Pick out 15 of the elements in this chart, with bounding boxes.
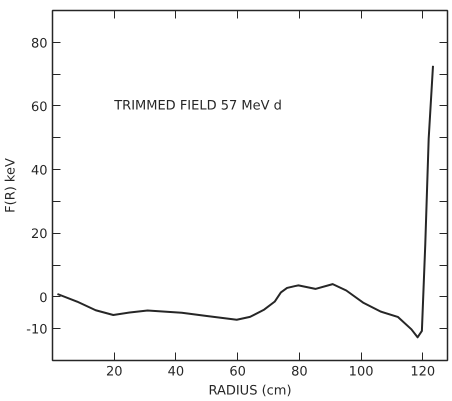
y-tick-label: 60 bbox=[30, 100, 48, 115]
x-axis-title: RADIUS (cm) bbox=[208, 384, 292, 398]
x-tick-label: 20 bbox=[106, 364, 122, 380]
y-tick-label: 40 bbox=[30, 164, 48, 179]
y-axis-title: F(R) keV bbox=[3, 158, 18, 213]
x-tick-label: 40 bbox=[168, 364, 184, 380]
y-tick-label: -10 bbox=[26, 322, 48, 338]
x-tick-label: 100 bbox=[348, 364, 374, 380]
annotation: TRIMMED FIELD 57 MeV d bbox=[113, 98, 282, 114]
x-tick-label: 60 bbox=[229, 364, 246, 380]
y-tick-label: 0 bbox=[39, 290, 48, 306]
y-tick-label: 80 bbox=[30, 36, 48, 52]
x-tick-label: 120 bbox=[410, 364, 436, 380]
x-tick-label: 80 bbox=[291, 364, 308, 380]
y-tick-label: 20 bbox=[30, 227, 48, 242]
